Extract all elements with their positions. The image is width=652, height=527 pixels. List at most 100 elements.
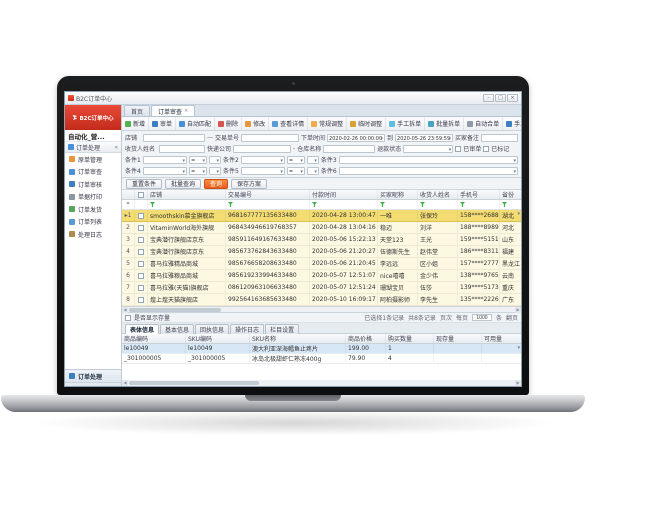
- sidebar-group-header[interactable]: 订单处理 «: [65, 142, 121, 153]
- temp-adjust-button[interactable]: 临时调整: [347, 117, 387, 130]
- row-checkbox[interactable]: [138, 212, 144, 219]
- row-checkbox[interactable]: [138, 236, 144, 243]
- cond4-field-select[interactable]: [143, 166, 187, 176]
- tab-close-icon[interactable]: ×: [184, 108, 189, 114]
- column-filter-icon[interactable]: [150, 202, 155, 207]
- audited-checkbox[interactable]: [455, 145, 462, 152]
- cond5-field-select[interactable]: [240, 166, 285, 176]
- show-stock-checkbox[interactable]: [125, 314, 131, 321]
- table-row[interactable]: 8 煌上煌天猫旗舰店 992564163685633480 2020-05-10…: [122, 294, 521, 306]
- collapse-icon[interactable]: «: [114, 143, 118, 151]
- column-filter-icon[interactable]: [228, 202, 233, 207]
- marked-checkbox[interactable]: [483, 145, 490, 152]
- page-size-input[interactable]: [471, 314, 492, 321]
- sidebar-item-yuandan[interactable]: 原单管理: [65, 153, 121, 166]
- scroll-left-icon[interactable]: ◀: [122, 380, 128, 386]
- query-button[interactable]: 查询: [204, 178, 229, 189]
- cond4-value-select[interactable]: [209, 166, 221, 176]
- delete-button[interactable]: 删除: [215, 117, 243, 130]
- cond1-op-select[interactable]: =: [189, 155, 207, 165]
- date-to-input[interactable]: 2020-05-26 23:59:59: [395, 133, 454, 143]
- scrollbar-thumb[interactable]: [129, 307, 221, 312]
- column-filter-icon[interactable]: [502, 202, 507, 207]
- batch-split-button[interactable]: 批量拆单: [425, 117, 465, 130]
- sidebar-item-dayin[interactable]: 单据打印: [65, 191, 121, 204]
- tab-home[interactable]: 首页: [124, 105, 151, 116]
- batch-query-button[interactable]: 批量查询: [165, 178, 202, 189]
- table-row[interactable]: 7 喜马拉雅(天猫)旗舰店 086120963106633480 2020-05…: [122, 282, 521, 294]
- table-row[interactable]: 4 宝典潜行旗舰店京东 985673762843633480 2020-05-0…: [122, 246, 521, 258]
- warehouse-input[interactable]: [323, 144, 376, 153]
- table-row[interactable]: 6 喜马拉雅粮品商城 985619233994633480 2020-05-07…: [122, 270, 521, 282]
- cond4-op-select[interactable]: =: [189, 166, 207, 176]
- cond2-op-select[interactable]: =: [286, 155, 305, 165]
- tab-basic-info[interactable]: 基本信息: [160, 324, 195, 334]
- shop-input[interactable]: [143, 133, 205, 142]
- buyer-memo-input[interactable]: [481, 133, 518, 142]
- express-input[interactable]: [233, 144, 292, 153]
- normal-adjust-button[interactable]: 常规调整: [308, 117, 348, 130]
- sidebar-item-rizhi[interactable]: 处理日志: [65, 228, 121, 241]
- detail-horizontal-scrollbar[interactable]: ◀ ▶: [122, 380, 521, 386]
- txn-input[interactable]: [241, 133, 300, 142]
- maximize-button[interactable]: □: [495, 94, 506, 102]
- detail-row[interactable]: le10049 le10049 澳大利亚深海鳕鱼止疼片 199.00 1: [122, 344, 521, 354]
- scroll-right-icon[interactable]: ▶: [515, 306, 521, 313]
- detail-row[interactable]: _301000005 _301000005 冰岛北极甜虾仁熟冻400g 79.9…: [122, 354, 521, 364]
- tab-order-review[interactable]: 订单审查 ×: [151, 105, 196, 116]
- minimize-button[interactable]: –: [483, 94, 494, 102]
- reset-conditions-button[interactable]: 重置条件: [126, 178, 163, 189]
- cond3-field-select[interactable]: [338, 155, 518, 165]
- table-row[interactable]: 5 喜马拉雅精品商城 985676658208633480 2020-05-06…: [122, 258, 521, 270]
- grid-horizontal-scrollbar[interactable]: ◀ ▶: [122, 306, 521, 313]
- cond1-field-select[interactable]: [143, 155, 187, 165]
- new-button[interactable]: 新增: [122, 117, 150, 130]
- cond5-value-select[interactable]: [306, 166, 319, 176]
- auto-merge-button[interactable]: 自动合单: [464, 117, 504, 130]
- tab-op-log[interactable]: 操作日志: [230, 324, 265, 334]
- manual-split-button[interactable]: 手工拆单: [386, 117, 426, 130]
- sidebar-item-fahuo[interactable]: 订单发货: [65, 203, 121, 216]
- sidebar-item-shenhe[interactable]: 订单审核: [65, 178, 121, 191]
- cond5-op-select[interactable]: =: [286, 166, 305, 176]
- column-filter-icon[interactable]: [420, 202, 425, 207]
- close-button[interactable]: ×: [507, 94, 518, 102]
- cond1-value-select[interactable]: [209, 155, 221, 165]
- tab-column-settings[interactable]: 栏目设置: [265, 324, 300, 334]
- row-checkbox[interactable]: [138, 296, 144, 303]
- select-all-checkbox[interactable]: [138, 191, 144, 198]
- tab-receipt-info[interactable]: 回执信息: [195, 324, 230, 334]
- view-detail-button[interactable]: 查看详情: [269, 117, 309, 130]
- sidebar-bottom-group[interactable]: 订单处理: [65, 369, 121, 382]
- sidebar-group-sliver[interactable]: [65, 382, 121, 386]
- cond2-field-select[interactable]: [240, 155, 285, 165]
- row-checkbox[interactable]: [138, 224, 144, 231]
- table-row[interactable]: 3 宝典潜行旗舰店京东 985911649167633480 2020-05-0…: [122, 234, 521, 246]
- audit-button[interactable]: 审单: [149, 117, 177, 130]
- column-filter-icon[interactable]: [460, 202, 465, 207]
- save-plan-button[interactable]: 保存方案: [231, 178, 268, 189]
- edit-button[interactable]: 修改: [242, 117, 270, 130]
- scroll-right-icon[interactable]: ▶: [515, 380, 521, 386]
- table-row[interactable]: 2 VitaminWorld海外旗舰 968434946619768357 20…: [122, 222, 521, 234]
- auto-match-button[interactable]: 自动匹配: [176, 117, 216, 130]
- jump-link[interactable]: 翻页: [505, 315, 518, 322]
- manual-merge-button[interactable]: 手工合单: [503, 117, 521, 130]
- row-checkbox[interactable]: [138, 284, 144, 291]
- scroll-left-icon[interactable]: ◀: [122, 306, 128, 313]
- column-filter-icon[interactable]: [312, 202, 317, 207]
- column-filter-icon[interactable]: [380, 202, 385, 207]
- refund-state-select[interactable]: [403, 144, 454, 154]
- table-row[interactable]: ▸1 smoothskin慕金旗舰店 968167777135633480 20…: [122, 210, 521, 222]
- cond2-value-select[interactable]: [306, 155, 319, 165]
- row-checkbox[interactable]: [138, 248, 144, 255]
- sidebar-item-liebiao[interactable]: 订单列表: [65, 216, 121, 229]
- cond6-field-select[interactable]: [338, 166, 518, 176]
- row-checkbox[interactable]: [138, 272, 144, 279]
- tab-body-info[interactable]: 表体信息: [125, 324, 160, 334]
- scrollbar-thumb[interactable]: [129, 381, 259, 385]
- row-checkbox[interactable]: [138, 260, 144, 267]
- receiver-input[interactable]: [159, 144, 205, 153]
- sidebar-item-shencha[interactable]: 订单审查: [65, 166, 121, 179]
- date-from-input[interactable]: 2020-02-26 00:00:00: [327, 133, 386, 143]
